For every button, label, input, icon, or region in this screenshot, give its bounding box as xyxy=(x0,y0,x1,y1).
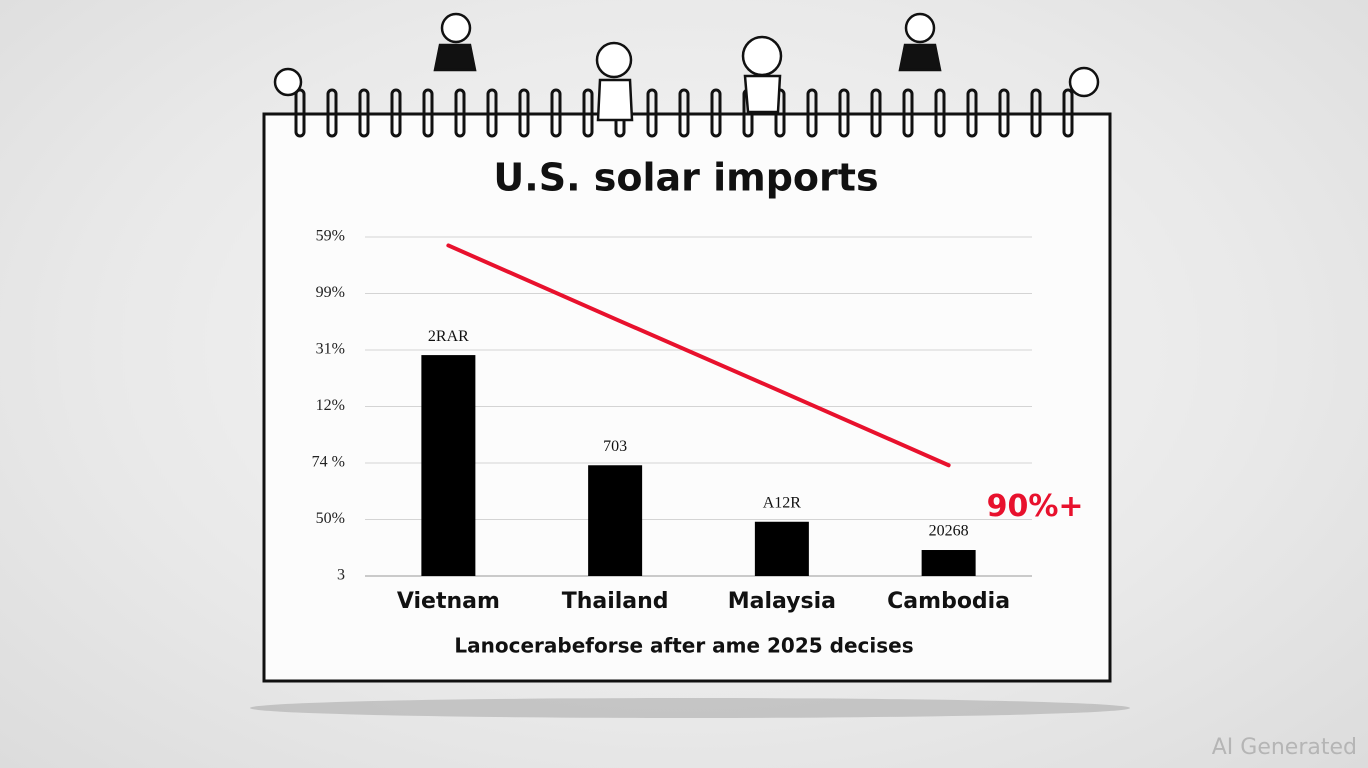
bar-text: 2RAR xyxy=(428,328,469,345)
ring xyxy=(710,88,722,138)
y-tick-label: 50% xyxy=(316,510,345,527)
ring xyxy=(838,88,850,138)
ring xyxy=(646,88,658,138)
watermark: AI Generated xyxy=(1212,735,1357,760)
ring xyxy=(518,88,530,138)
ring xyxy=(358,88,370,138)
ring xyxy=(486,88,498,138)
ring xyxy=(1030,88,1042,138)
ring xyxy=(966,88,978,138)
bar xyxy=(588,465,643,576)
ring xyxy=(550,88,562,138)
ring xyxy=(582,88,594,138)
bar-text: A12R xyxy=(763,494,802,511)
bar-text: 20268 xyxy=(929,523,969,540)
notepad xyxy=(262,112,1112,683)
ring xyxy=(454,88,466,138)
y-tick-label: 3 xyxy=(337,567,345,584)
x-tick-label: Cambodia xyxy=(887,589,1010,614)
y-tick-label: 99% xyxy=(316,284,345,301)
ring xyxy=(390,88,402,138)
ring xyxy=(902,88,914,138)
ring xyxy=(998,88,1010,138)
ring xyxy=(422,88,434,138)
trend-line xyxy=(446,243,951,468)
ring xyxy=(806,88,818,138)
bar xyxy=(421,355,476,576)
y-tick-label: 59% xyxy=(316,228,345,245)
x-tick-label: Vietnam xyxy=(397,589,500,614)
ring xyxy=(1062,88,1074,138)
x-tick-label: Thailand xyxy=(562,589,669,614)
chart-title: U.S. solar imports xyxy=(493,156,878,200)
trend-label: 90%+ xyxy=(987,489,1084,524)
ring xyxy=(870,88,882,138)
bar xyxy=(921,550,976,576)
ring xyxy=(294,88,306,138)
pad-shadow xyxy=(250,698,1130,718)
bar xyxy=(754,521,809,576)
y-tick-label: 74 % xyxy=(312,454,345,471)
ring xyxy=(678,88,690,138)
x-axis-label: Lanocerabeforse after ame 2025 decises xyxy=(454,634,913,658)
x-tick-label: Malaysia xyxy=(728,589,836,614)
cartoon-figures xyxy=(273,12,1100,122)
ring xyxy=(326,88,338,138)
ring xyxy=(934,88,946,138)
bar-text: 703 xyxy=(603,438,627,455)
y-tick-label: 12% xyxy=(316,397,345,414)
y-tick-label: 31% xyxy=(316,341,345,358)
